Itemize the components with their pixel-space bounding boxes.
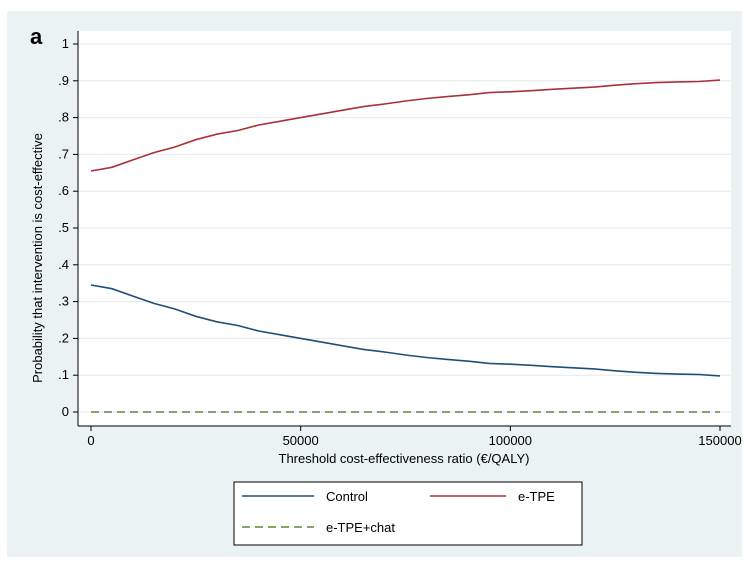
series-line-control: [90, 284, 721, 377]
y-tick-label: 1: [62, 36, 69, 51]
x-tick-label: 100000: [489, 433, 532, 448]
x-tick-labels: 0 50000 100000 150000: [87, 426, 742, 448]
y-tick-label: .5: [58, 220, 69, 235]
y-tick-labels: 0 .1 .2 .3 .4 .5 .6 .7 .8 .9 1: [58, 36, 78, 419]
legend: Control e-TPE e-TPE+chat: [233, 481, 583, 546]
y-axis-label: Probability that intervention is cost-ef…: [30, 133, 45, 383]
x-tick-label: 50000: [283, 433, 319, 448]
y-tick-label: .1: [58, 367, 69, 382]
x-tick-label: 0: [87, 433, 94, 448]
x-axis-label: Threshold cost-effectiveness ratio (€/QA…: [279, 451, 530, 466]
series-lines: [90, 79, 721, 413]
panel-label: a: [30, 24, 43, 49]
y-tick-label: 0: [62, 404, 69, 419]
y-tick-label: .2: [58, 330, 69, 345]
legend-label: Control: [326, 489, 368, 504]
y-tick-label: .8: [58, 110, 69, 125]
y-tick-label: .9: [58, 73, 69, 88]
series-line-e-tpe: [90, 79, 721, 172]
legend-label: e-TPE+chat: [326, 520, 395, 535]
legend-box: [233, 481, 583, 546]
grid-lines: [78, 43, 731, 413]
y-tick-label: .3: [58, 294, 69, 309]
y-tick-label: .7: [58, 146, 69, 161]
y-tick-label: .6: [58, 183, 69, 198]
legend-label: e-TPE: [518, 489, 555, 504]
x-tick-label: 150000: [698, 433, 741, 448]
y-tick-label: .4: [58, 257, 69, 272]
